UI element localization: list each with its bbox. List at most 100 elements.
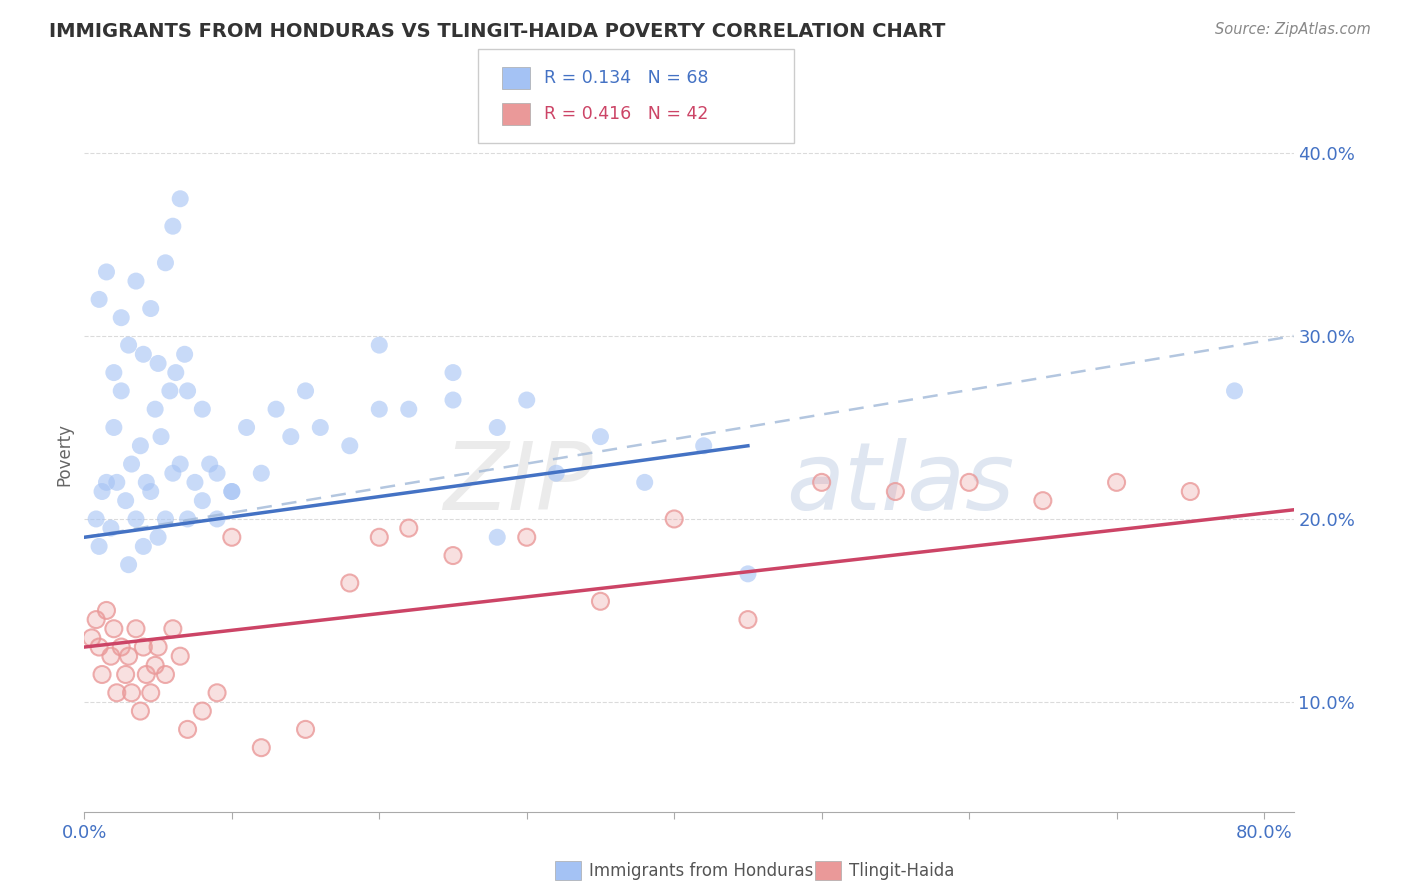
Point	[143, 658, 166, 673]
Point	[132, 640, 155, 654]
Point	[103, 622, 125, 636]
Point	[155, 256, 177, 270]
Text: Immigrants from Honduras: Immigrants from Honduras	[589, 862, 814, 880]
Point	[884, 484, 907, 499]
Point	[87, 640, 110, 654]
Point	[129, 704, 152, 718]
Point	[155, 667, 177, 681]
Point	[105, 686, 128, 700]
Point	[191, 704, 214, 718]
Text: IMMIGRANTS FROM HONDURAS VS TLINGIT-HAIDA POVERTY CORRELATION CHART: IMMIGRANTS FROM HONDURAS VS TLINGIT-HAID…	[49, 22, 946, 41]
Point	[117, 649, 139, 664]
Point	[91, 667, 114, 681]
Point	[96, 475, 118, 490]
Point	[135, 667, 157, 681]
Point	[125, 622, 148, 636]
Point	[221, 484, 243, 499]
Point	[810, 475, 832, 490]
Point	[110, 640, 132, 654]
Point	[692, 439, 714, 453]
Point	[146, 530, 169, 544]
Point	[176, 723, 198, 737]
Point	[368, 338, 391, 352]
Y-axis label: Poverty: Poverty	[55, 424, 73, 486]
Point	[441, 392, 464, 407]
Point	[486, 420, 509, 434]
Point	[235, 420, 257, 434]
Point	[162, 622, 184, 636]
Point	[165, 366, 187, 380]
Point	[132, 347, 155, 361]
Point	[121, 457, 143, 471]
Point	[176, 384, 198, 398]
Point	[957, 475, 980, 490]
Point	[737, 613, 759, 627]
Point	[737, 566, 759, 581]
Point	[110, 384, 132, 398]
Point	[191, 493, 214, 508]
Point	[589, 594, 612, 608]
Point	[159, 384, 181, 398]
Point	[250, 467, 273, 481]
Point	[162, 622, 184, 636]
Point	[309, 420, 332, 434]
Point	[294, 723, 316, 737]
Point	[205, 467, 228, 481]
Point	[146, 640, 169, 654]
Point	[250, 740, 273, 755]
Point	[125, 274, 148, 288]
Point	[84, 512, 107, 526]
Point	[294, 723, 316, 737]
Point	[155, 667, 177, 681]
Point	[155, 512, 177, 526]
Point	[1223, 384, 1246, 398]
Point	[146, 356, 169, 370]
Point	[398, 402, 420, 417]
Text: ZIP: ZIP	[443, 438, 592, 529]
Point	[205, 686, 228, 700]
Point	[516, 392, 538, 407]
Point	[146, 640, 169, 654]
Point	[114, 667, 136, 681]
Point	[110, 640, 132, 654]
Point	[634, 475, 657, 490]
Point	[191, 704, 214, 718]
Point	[173, 347, 195, 361]
Point	[80, 631, 103, 645]
Point	[516, 530, 538, 544]
Point	[264, 402, 287, 417]
Point	[117, 558, 139, 572]
Point	[129, 439, 152, 453]
Point	[143, 658, 166, 673]
Point	[205, 512, 228, 526]
Point	[100, 521, 122, 535]
Point	[80, 631, 103, 645]
Point	[486, 530, 509, 544]
Point	[368, 530, 391, 544]
Point	[87, 293, 110, 307]
Point	[664, 512, 686, 526]
Point	[96, 603, 118, 617]
Text: R = 0.134   N = 68: R = 0.134 N = 68	[544, 69, 709, 87]
Point	[169, 649, 191, 664]
Point	[810, 475, 832, 490]
Point	[105, 475, 128, 490]
Point	[129, 704, 152, 718]
Point	[589, 594, 612, 608]
Point	[162, 467, 184, 481]
Point	[1032, 493, 1054, 508]
Point	[398, 521, 420, 535]
Point	[1105, 475, 1128, 490]
Text: Tlingit-Haida: Tlingit-Haida	[849, 862, 955, 880]
Point	[184, 475, 207, 490]
Point	[139, 686, 162, 700]
Point	[339, 576, 361, 591]
Point	[143, 402, 166, 417]
Point	[117, 338, 139, 352]
Point	[117, 649, 139, 664]
Point	[139, 484, 162, 499]
Point	[1032, 493, 1054, 508]
Point	[398, 521, 420, 535]
Point	[589, 429, 612, 443]
Point	[368, 402, 391, 417]
